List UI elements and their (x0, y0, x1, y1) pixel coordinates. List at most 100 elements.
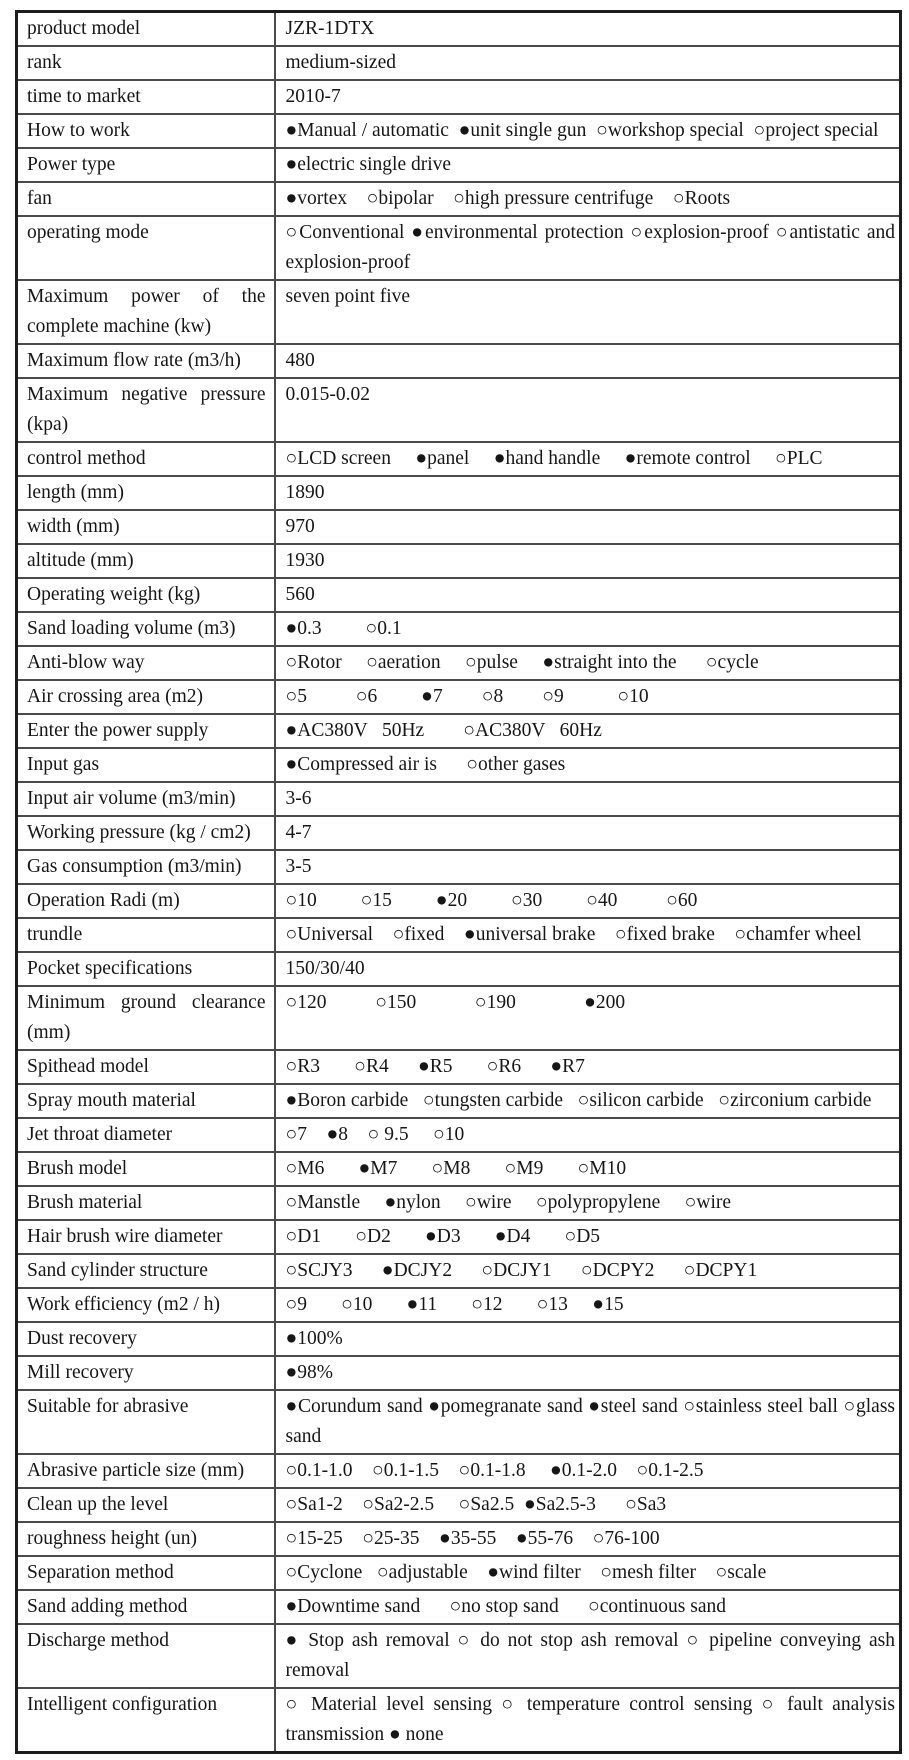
row-label: product model (15, 10, 276, 47)
row-value: ○Manstle ●nylon ○wire ○polypropylene ○wi… (273, 1185, 902, 1221)
table-row: control method ○LCD screen ●panel ●hand … (15, 441, 902, 477)
row-value: ○5 ○6 ●7 ○8 ○9 ○10 (273, 679, 902, 715)
row-label: length (mm) (15, 475, 276, 511)
row-value: ○7 ●8 ○ 9.5 ○10 (273, 1117, 902, 1153)
row-label: Power type (15, 147, 276, 183)
table-row: Spithead model ○R3 ○R4 ●R5 ○R6 ●R7 (15, 1049, 902, 1085)
table-row: Pocket specifications 150/30/40 (15, 951, 902, 987)
row-label: Hair brush wire diameter (15, 1219, 276, 1255)
table-row: Clean up the level ○Sa1-2 ○Sa2-2.5 ○Sa2.… (15, 1487, 902, 1523)
table-row: Work efficiency (m2 / h) ○9 ○10 ●11 ○12 … (15, 1287, 902, 1323)
row-value: medium-sized (273, 45, 902, 81)
row-label: Jet throat diameter (15, 1117, 276, 1153)
row-label: Anti-blow way (15, 645, 276, 681)
spec-table: product model JZR-1DTX rank medium-sized… (15, 10, 902, 1754)
table-row: Input gas ●Compressed air is ○other gase… (15, 747, 902, 783)
row-value: ○120 ○150 ○190 ●200 (273, 985, 902, 1051)
table-row: operating mode ○Conventional ●environmen… (15, 215, 902, 281)
row-label: Brush model (15, 1151, 276, 1187)
row-label: fan (15, 181, 276, 217)
table-row: rank medium-sized (15, 45, 902, 81)
row-value: JZR-1DTX (273, 10, 902, 47)
table-row: Dust recovery ●100% (15, 1321, 902, 1357)
row-label: Mill recovery (15, 1355, 276, 1391)
row-label: Working pressure (kg / cm2) (15, 815, 276, 851)
row-label: Sand adding method (15, 1589, 276, 1625)
table-row: length (mm) 1890 (15, 475, 902, 511)
table-row: Spray mouth material ●Boron carbide ○tun… (15, 1083, 902, 1119)
row-label: Suitable for abrasive (15, 1389, 276, 1455)
table-row: Maximum negative pressure (kpa) 0.015-0.… (15, 377, 902, 443)
table-row: Maximum power of the complete machine (k… (15, 279, 902, 345)
table-row: Working pressure (kg / cm2) 4-7 (15, 815, 902, 851)
row-value: ○Rotor ○aeration ○pulse ●straight into t… (273, 645, 902, 681)
row-value: ●98% (273, 1355, 902, 1391)
table-row: Abrasive particle size (mm) ○0.1-1.0 ○0.… (15, 1453, 902, 1489)
row-label: Maximum flow rate (m3/h) (15, 343, 276, 379)
row-value: ●Corundum sand ●pomegranate sand ●steel … (273, 1389, 902, 1455)
row-value: ●AC380V 50Hz ○AC380V 60Hz (273, 713, 902, 749)
row-value: ○Sa1-2 ○Sa2-2.5 ○Sa2.5 ●Sa2.5-3 ○Sa3 (273, 1487, 902, 1523)
row-value: ●vortex ○bipolar ○high pressure centrifu… (273, 181, 902, 217)
row-label: Intelligent configuration (15, 1687, 276, 1754)
row-label: roughness height (un) (15, 1521, 276, 1557)
row-label: time to market (15, 79, 276, 115)
row-label: Brush material (15, 1185, 276, 1221)
row-value: ○SCJY3 ●DCJY2 ○DCJY1 ○DCPY2 ○DCPY1 (273, 1253, 902, 1289)
row-value: ○LCD screen ●panel ●hand handle ●remote … (273, 441, 902, 477)
table-row: Suitable for abrasive ●Corundum sand ●po… (15, 1389, 902, 1455)
row-value: seven point five (273, 279, 902, 345)
row-label: Maximum negative pressure (kpa) (15, 377, 276, 443)
row-label: Spithead model (15, 1049, 276, 1085)
table-row: Operating weight (kg) 560 (15, 577, 902, 613)
row-value: ●0.3 ○0.1 (273, 611, 902, 647)
row-label: operating mode (15, 215, 276, 281)
row-value: 970 (273, 509, 902, 545)
row-value: ○ Material level sensing ○ temperature c… (273, 1687, 902, 1754)
row-value: ●100% (273, 1321, 902, 1357)
row-value: 3-5 (273, 849, 902, 885)
row-value: 2010-7 (273, 79, 902, 115)
row-value: 560 (273, 577, 902, 613)
row-value: 1930 (273, 543, 902, 579)
row-value: ●Manual / automatic ●unit single gun ○wo… (273, 113, 902, 149)
table-row: Input air volume (m3/min) 3-6 (15, 781, 902, 817)
table-row: Sand loading volume (m3) ●0.3 ○0.1 (15, 611, 902, 647)
table-row: Discharge method ● Stop ash removal ○ do… (15, 1623, 902, 1689)
table-row: Air crossing area (m2) ○5 ○6 ●7 ○8 ○9 ○1… (15, 679, 902, 715)
table-row: Enter the power supply ●AC380V 50Hz ○AC3… (15, 713, 902, 749)
row-value: 150/30/40 (273, 951, 902, 987)
table-row: Hair brush wire diameter ○D1 ○D2 ●D3 ●D4… (15, 1219, 902, 1255)
row-value: ○9 ○10 ●11 ○12 ○13 ●15 (273, 1287, 902, 1323)
row-label: rank (15, 45, 276, 81)
row-value: 0.015-0.02 (273, 377, 902, 443)
table-row: Gas consumption (m3/min) 3-5 (15, 849, 902, 885)
row-label: width (mm) (15, 509, 276, 545)
row-value: ●electric single drive (273, 147, 902, 183)
row-label: Minimum ground clearance (mm) (15, 985, 276, 1051)
row-label: Sand cylinder structure (15, 1253, 276, 1289)
row-value: ○10 ○15 ●20 ○30 ○40 ○60 (273, 883, 902, 919)
row-label: Gas consumption (m3/min) (15, 849, 276, 885)
spec-table-body: product model JZR-1DTX rank medium-sized… (15, 10, 902, 1754)
table-row: product model JZR-1DTX (15, 10, 902, 47)
row-value: 1890 (273, 475, 902, 511)
row-label: Discharge method (15, 1623, 276, 1689)
row-value: ○Universal ○fixed ●universal brake ○fixe… (273, 917, 902, 953)
row-label: Dust recovery (15, 1321, 276, 1357)
row-value: ●Compressed air is ○other gases (273, 747, 902, 783)
table-row: Intelligent configuration ○ Material lev… (15, 1687, 902, 1754)
row-label: Pocket specifications (15, 951, 276, 987)
row-label: Abrasive particle size (mm) (15, 1453, 276, 1489)
table-row: roughness height (un) ○15-25 ○25-35 ●35-… (15, 1521, 902, 1557)
table-row: Anti-blow way ○Rotor ○aeration ○pulse ●s… (15, 645, 902, 681)
row-value: 3-6 (273, 781, 902, 817)
row-value: ●Downtime sand ○no stop sand ○continuous… (273, 1589, 902, 1625)
row-label: Air crossing area (m2) (15, 679, 276, 715)
row-label: Operation Radi (m) (15, 883, 276, 919)
row-label: Sand loading volume (m3) (15, 611, 276, 647)
table-row: time to market 2010-7 (15, 79, 902, 115)
row-value: ○M6 ●M7 ○M8 ○M9 ○M10 (273, 1151, 902, 1187)
row-value: 480 (273, 343, 902, 379)
